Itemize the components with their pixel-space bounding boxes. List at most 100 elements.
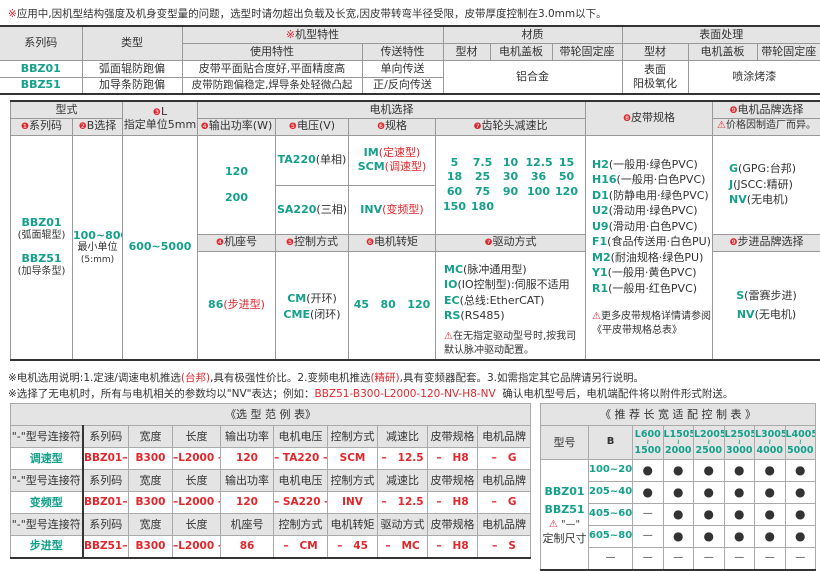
h-belt: ❽皮带规格 — [586, 101, 713, 135]
option-item: RS(RS485) — [444, 308, 585, 324]
example-value: B300 — [129, 536, 173, 558]
code: IM — [364, 146, 379, 159]
h-voltage-label: 电压(V) — [297, 119, 335, 132]
option-item: R1(一般用·红色PVC) — [592, 281, 712, 297]
h-drive: ❼驱动方式 — [436, 234, 586, 251]
column-header: 减速比 — [378, 426, 428, 448]
option-item: U9(滑动用·白色PVC) — [592, 219, 712, 235]
custom-dash: — — [633, 526, 664, 548]
available-dot-icon: ● — [785, 526, 816, 548]
warning-icon: ⚠ — [549, 519, 558, 530]
voltage-option: TA220(单相) — [276, 135, 349, 185]
h-use: 使用特性 — [182, 43, 362, 60]
note-mark: ※ — [8, 8, 17, 20]
ratio-option: 180 — [470, 200, 496, 214]
column-header: 系列码 — [83, 514, 129, 536]
h-model: 型式 — [11, 101, 123, 118]
example-type: 变频型 — [11, 492, 83, 514]
desc: (三相) — [316, 203, 347, 216]
model-code: BBZ01 — [541, 483, 588, 501]
column-header: 机座号 — [221, 514, 274, 536]
example-value: B300 — [129, 492, 173, 514]
option-item: U2(滑动用·绿色PVC) — [592, 203, 712, 219]
h-features: ※机型特性 — [182, 26, 443, 43]
example-value: 120 — [221, 448, 274, 470]
option-item: F1(食品传送用·白色PU) — [592, 234, 712, 250]
t: (精研) — [370, 372, 399, 384]
option-code: IO — [444, 278, 457, 291]
example-type: 调速型 — [11, 448, 83, 470]
available-dot-icon: ● — [785, 460, 816, 482]
example-value: – SA220 – — [274, 492, 328, 514]
h-frame: ❹机座号 — [198, 234, 276, 251]
warning-icon: ⚠ — [444, 331, 453, 342]
b-unit: 最小单位 — [73, 242, 122, 255]
brand-warning: ⚠价格因制造厂而异。 — [713, 118, 820, 135]
ratio-option: 90 — [498, 185, 524, 199]
example-value: BBZ01– — [83, 492, 129, 514]
num: ❷ — [79, 122, 87, 132]
h-ratio-label: 齿轮头减速比 — [482, 119, 548, 132]
example-value: SCM — [328, 448, 378, 470]
desc: (变频型) — [382, 203, 424, 216]
h-transfer: 传送特性 — [362, 43, 443, 60]
option-code: H2 — [592, 158, 609, 171]
available-dot-icon: ● — [694, 460, 725, 482]
example-value: – H8 — [428, 448, 478, 470]
label: 电机转矩 — [374, 235, 418, 248]
example-value: –L2000 – — [173, 536, 221, 558]
b-range: 100~800 — [73, 229, 122, 243]
label: 控制方式 — [294, 235, 338, 248]
h-voltage: ❺电压(V) — [276, 118, 349, 135]
example-value: – G — [478, 492, 531, 514]
series-desc: (加导条型) — [11, 266, 72, 279]
h-b: B — [589, 426, 633, 460]
brand-warning-text: 价格因制造厂而异。 — [726, 120, 816, 131]
available-dot-icon: ● — [663, 460, 694, 482]
b-range: 405~600 — [589, 504, 633, 526]
drive-note: ⚠在无指定驱动型号时,按我司默认脉冲驱动配置。 — [444, 330, 585, 358]
option-desc: (RS485) — [460, 309, 504, 322]
option-desc: (无电机) — [755, 308, 797, 321]
torque-options: 45 80 120 — [349, 251, 436, 360]
option-code: RS — [444, 309, 460, 322]
option-item: H16(一般用·白色PVC) — [592, 172, 712, 188]
code: INV — [360, 203, 382, 216]
available-dot-icon: ● — [724, 504, 755, 526]
custom-dash: — — [785, 548, 816, 570]
option-item: EC(总线:EtherCAT) — [444, 293, 585, 309]
type: 弧面辊防跑偏 — [82, 60, 182, 77]
column-header: 皮带规格 — [428, 470, 478, 492]
example-value: 120 — [221, 492, 274, 514]
option-item: NV(无电机) — [729, 192, 820, 208]
option-desc: (耐油规格·绿色PU) — [611, 251, 704, 264]
option-desc: (GPG:台邦) — [738, 162, 796, 175]
column-header: 系列码 — [83, 470, 129, 492]
code: CME — [283, 308, 310, 321]
available-dot-icon: ● — [755, 460, 786, 482]
surface-profile: 表面 阳极氧化 — [622, 60, 688, 94]
l-max: 2000 — [664, 446, 694, 456]
ratio-option: 150 — [442, 200, 468, 214]
available-dot-icon: ● — [694, 482, 725, 504]
option-code: NV — [729, 193, 747, 206]
column-header: 控制方式 — [274, 514, 328, 536]
h-series: 系列码 — [0, 26, 82, 60]
option-desc: (JSCC:精研) — [733, 178, 793, 191]
option-item: IO(IO控制型):伺服不适用 — [444, 277, 585, 293]
available-dot-icon: ● — [694, 526, 725, 548]
column-header: "-"型号连接符 — [11, 426, 83, 448]
nv-note: ※选择了无电机时，所有与电机相关的参数均以"NV"表达；例如：BBZ51-B30… — [8, 386, 733, 401]
column-header: 皮带规格 — [428, 514, 478, 536]
series-code: BBZ51 — [0, 77, 82, 94]
ratio-option: 5 — [442, 156, 468, 170]
transfer: 单向传送 — [362, 60, 443, 77]
ratio-option: 100 — [526, 185, 552, 199]
column-header: 控制方式 — [328, 470, 378, 492]
custom-dash: — — [694, 548, 725, 570]
label: 驱动方式 — [493, 235, 537, 248]
series-code: BBZ01 — [11, 216, 72, 230]
example-value: BBZ01– — [83, 448, 129, 470]
series-desc: (弧面辊型) — [11, 230, 72, 243]
